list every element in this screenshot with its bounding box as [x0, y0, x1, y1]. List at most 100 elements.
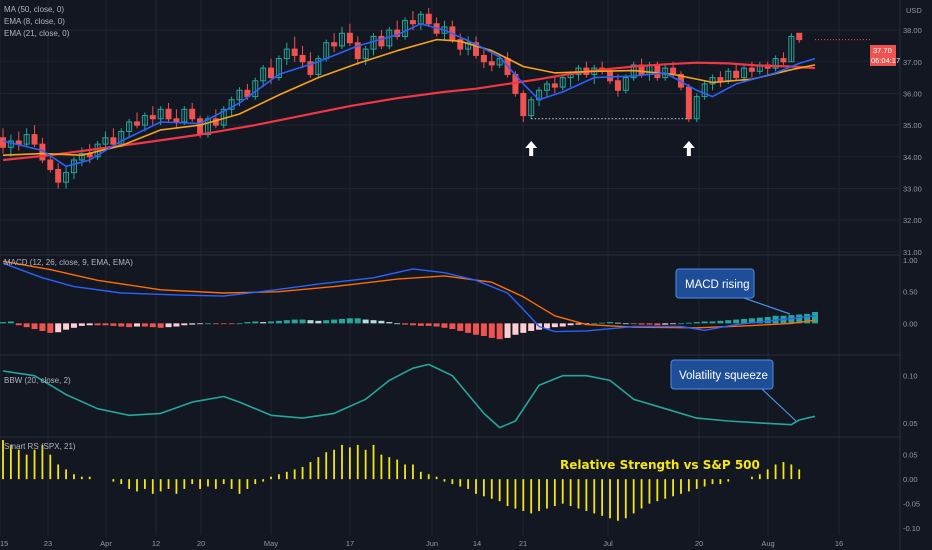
- macd-histogram-bar: [409, 323, 416, 326]
- ma50-line: [2, 61, 816, 162]
- macd-histogram-bar: [559, 323, 566, 327]
- legend-bbw[interactable]: BBW (20, close, 2): [4, 376, 71, 385]
- macd-histogram-bar: [512, 323, 519, 335]
- candle-body: [338, 32, 345, 47]
- x-tick-label: 23: [44, 539, 52, 548]
- macd-histogram-bar: [252, 321, 259, 324]
- macd-histogram-bar: [733, 319, 740, 324]
- legend-ema8[interactable]: EMA (8, close, 0): [4, 17, 65, 26]
- candle-body: [189, 108, 196, 120]
- candle-body: [110, 137, 117, 145]
- macd-histogram-bar: [268, 321, 275, 324]
- candle-body: [102, 137, 109, 145]
- macd-annotation-text: MACD rising: [685, 279, 750, 291]
- macd-annotation-box: [675, 268, 755, 299]
- macd-histogram-bar: [386, 322, 393, 324]
- rs-panel[interactable]: [2, 440, 801, 521]
- macd-histogram-bar: [354, 318, 361, 324]
- x-tick-label: 17: [346, 539, 354, 548]
- macd-histogram-bar: [197, 323, 204, 325]
- candle-body: [473, 42, 480, 56]
- macd-histogram-bar: [63, 323, 70, 330]
- candle-body: [346, 32, 353, 44]
- axes: 15 23 Apr 12 20 May 17 Jun 14 21 Jul 20 Aug 16 38.00 37…: [0, 26, 922, 548]
- macd-histogram-bar: [126, 323, 133, 328]
- rs-panel-title: Relative Strength vs S&P 500: [560, 458, 760, 472]
- candle-body: [299, 54, 306, 63]
- legend-ema21[interactable]: EMA (21, close, 0): [4, 29, 70, 38]
- candle-body: [47, 159, 54, 170]
- macd-tick-label: 0.50: [903, 288, 918, 297]
- macd-histogram-bar: [717, 320, 724, 324]
- macd-histogram-bar: [236, 323, 243, 325]
- legend-ma50[interactable]: MA (50, close, 0): [4, 5, 64, 14]
- macd-tick-label: 0.00: [903, 319, 918, 328]
- x-tick-label: Aug: [761, 539, 774, 548]
- macd-histogram-bar: [220, 323, 227, 325]
- macd-histogram-bar: [110, 323, 117, 326]
- price-tick-label: 35.00: [903, 121, 922, 130]
- macd-histogram-bar: [528, 323, 535, 331]
- candle-body: [362, 48, 369, 60]
- candle-body: [268, 67, 275, 79]
- macd-histogram-bar: [394, 323, 401, 325]
- macd-histogram-bar: [15, 323, 22, 326]
- candle-body: [528, 99, 535, 117]
- candle-body: [275, 58, 282, 79]
- macd-histogram-bar: [165, 323, 172, 328]
- macd-histogram-bar: [725, 320, 732, 324]
- candle-body: [709, 77, 716, 85]
- x-tick-label: 20: [695, 539, 703, 548]
- candle-body: [685, 86, 692, 120]
- macd-histogram-bar: [614, 322, 621, 324]
- candle-body: [701, 83, 708, 98]
- x-tick-label: 21: [519, 539, 527, 548]
- bbw-tick-label: 0.05: [903, 419, 918, 428]
- macd-histogram-bar: [646, 323, 653, 325]
- candle-body: [693, 96, 700, 120]
- macd-histogram-bar: [291, 319, 298, 324]
- legend-macd[interactable]: MACD (12, 26, close, 9, EMA, EMA): [4, 258, 133, 267]
- currency-label[interactable]: USD: [906, 6, 922, 15]
- candle-body: [748, 67, 755, 72]
- price-panel[interactable]: [0, 7, 871, 189]
- bbw-panel[interactable]: [2, 363, 816, 429]
- candle-body: [780, 58, 787, 63]
- macd-panel[interactable]: [0, 260, 818, 340]
- last-price-value: 37.70: [873, 46, 892, 55]
- macd-histogram-bar: [756, 317, 763, 324]
- macd-histogram-bar: [189, 323, 196, 325]
- x-tick-label: Apr: [100, 539, 112, 548]
- macd-histogram-bar: [630, 323, 637, 325]
- macd-histogram-bar: [118, 323, 125, 327]
- macd-histogram-bar: [260, 322, 267, 324]
- ema21-line: [2, 38, 816, 156]
- macd-histogram-bar: [504, 323, 511, 338]
- macd-histogram-bar: [55, 323, 62, 333]
- candle-body: [457, 39, 464, 50]
- price-tick-label: 32.00: [903, 216, 922, 225]
- macd-histogram-bar: [425, 323, 432, 326]
- macd-histogram-bar: [39, 323, 46, 331]
- candle-body: [157, 108, 164, 120]
- ema8-line: [2, 22, 816, 168]
- candle-body: [149, 115, 156, 120]
- price-tick-label: 38.00: [903, 26, 922, 35]
- macd-histogram-bar: [433, 323, 440, 327]
- macd-histogram-bar: [677, 323, 684, 325]
- legend-rs[interactable]: Smart RS (SPX, 21): [4, 442, 76, 451]
- candle-body: [252, 80, 259, 98]
- macd-histogram-bar: [788, 315, 795, 324]
- candle-body: [181, 108, 188, 123]
- macd-line: [2, 262, 816, 333]
- macd-histogram-bar: [520, 323, 527, 333]
- candle-body: [260, 67, 267, 82]
- macd-histogram-bar: [741, 318, 748, 324]
- bbw-annotation-text: Volatility squeeze: [679, 370, 768, 382]
- macd-histogram-bar: [670, 323, 677, 325]
- x-tick-label: 12: [152, 539, 160, 548]
- rs-tick-label: -0.05: [903, 500, 920, 509]
- candle-body: [118, 130, 125, 145]
- macd-histogram-bar: [370, 320, 377, 324]
